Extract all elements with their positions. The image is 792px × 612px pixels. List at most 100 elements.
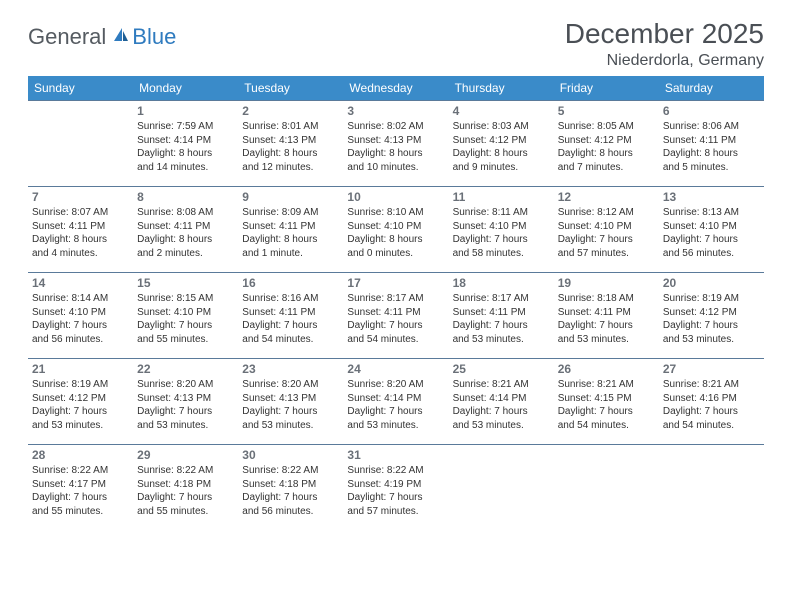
day-info-line: Sunrise: 8:22 AM (347, 464, 444, 478)
calendar-day-cell: 8Sunrise: 8:08 AMSunset: 4:11 PMDaylight… (133, 187, 238, 273)
day-info-line: and 7 minutes. (558, 161, 655, 175)
calendar-week-row: 1 Sunrise: 7:59 AMSunset: 4:14 PMDaylight… (28, 101, 764, 187)
weekday-header: Thursday (449, 76, 554, 101)
brand-blue: Blue (132, 24, 176, 50)
day-info-line: Sunrise: 8:15 AM (137, 292, 234, 306)
day-info-line: Sunset: 4:13 PM (137, 392, 234, 406)
day-info-line: Sunrise: 8:01 AM (242, 120, 339, 134)
day-info-line: Sunset: 4:13 PM (242, 134, 339, 148)
day-info: Sunrise: 8:01 AMSunset: 4:13 PMDaylight:… (242, 120, 339, 174)
day-info-line: Sunset: 4:14 PM (347, 392, 444, 406)
calendar-day-cell: 28Sunrise: 8:22 AMSunset: 4:17 PMDayligh… (28, 445, 133, 531)
weekday-header-row: Sunday Monday Tuesday Wednesday Thursday… (28, 76, 764, 101)
day-info: Sunrise: 8:10 AMSunset: 4:10 PMDaylight:… (347, 206, 444, 260)
weekday-header: Friday (554, 76, 659, 101)
weekday-header: Saturday (659, 76, 764, 101)
day-number: 2 (242, 104, 339, 118)
day-info-line: and 53 minutes. (453, 333, 550, 347)
weekday-header: Wednesday (343, 76, 448, 101)
day-info-line: Sunrise: 8:21 AM (663, 378, 760, 392)
day-number: 26 (558, 362, 655, 376)
day-info-line: and 5 minutes. (663, 161, 760, 175)
day-info-line: and 9 minutes. (453, 161, 550, 175)
calendar-day-cell: 9Sunrise: 8:09 AMSunset: 4:11 PMDaylight… (238, 187, 343, 273)
calendar-week-row: 14Sunrise: 8:14 AMSunset: 4:10 PMDayligh… (28, 273, 764, 359)
location: Niederdorla, Germany (565, 52, 764, 70)
day-number: 25 (453, 362, 550, 376)
day-info: Sunrise: 8:02 AMSunset: 4:13 PMDaylight:… (347, 120, 444, 174)
calendar-body: 1 Sunrise: 7:59 AMSunset: 4:14 PMDaylight… (28, 101, 764, 531)
day-info-line: Daylight: 7 hours (453, 233, 550, 247)
day-info-line: and 56 minutes. (663, 247, 760, 261)
day-info: Sunrise: 8:08 AMSunset: 4:11 PMDaylight:… (137, 206, 234, 260)
day-info-line: Daylight: 8 hours (242, 147, 339, 161)
day-info: Sunrise: 8:05 AMSunset: 4:12 PMDaylight:… (558, 120, 655, 174)
day-info-line: Sunrise: 8:17 AM (347, 292, 444, 306)
day-info-line: Sunset: 4:17 PM (32, 478, 129, 492)
day-info-line: and 57 minutes. (558, 247, 655, 261)
day-info-line: Sunrise: 8:20 AM (137, 378, 234, 392)
calendar-day-cell: 7Sunrise: 8:07 AMSunset: 4:11 PMDaylight… (28, 187, 133, 273)
day-info-line: Sunset: 4:11 PM (32, 220, 129, 234)
calendar-day-cell: 5Sunrise: 8:05 AMSunset: 4:12 PMDaylight… (554, 101, 659, 187)
day-info: Sunrise: 8:22 AMSunset: 4:17 PMDaylight:… (32, 464, 129, 518)
calendar-day-cell: 29Sunrise: 8:22 AMSunset: 4:18 PMDayligh… (133, 445, 238, 531)
day-info-line: Sunrise: 8:22 AM (242, 464, 339, 478)
day-info: Sunrise: 8:09 AMSunset: 4:11 PMDaylight:… (242, 206, 339, 260)
calendar-day-cell: 23Sunrise: 8:20 AMSunset: 4:13 PMDayligh… (238, 359, 343, 445)
day-info-line: and 54 minutes. (242, 333, 339, 347)
day-info-line: Sunset: 4:18 PM (242, 478, 339, 492)
day-info-line: and 53 minutes. (242, 419, 339, 433)
day-info-line: Daylight: 7 hours (558, 405, 655, 419)
day-info-line: Sunset: 4:11 PM (347, 306, 444, 320)
day-number: 10 (347, 190, 444, 204)
day-info-line: Sunrise: 8:22 AM (137, 464, 234, 478)
day-number: 20 (663, 276, 760, 290)
day-info-line: Sunrise: 8:02 AM (347, 120, 444, 134)
calendar-day-cell: 19Sunrise: 8:18 AMSunset: 4:11 PMDayligh… (554, 273, 659, 359)
day-info-line: Daylight: 8 hours (663, 147, 760, 161)
day-info-line: Daylight: 7 hours (453, 319, 550, 333)
day-info-line: Sunset: 4:10 PM (32, 306, 129, 320)
day-number: 1 (137, 104, 234, 118)
day-info-line: Daylight: 7 hours (242, 319, 339, 333)
day-number: 11 (453, 190, 550, 204)
day-info: Sunrise: 8:15 AMSunset: 4:10 PMDaylight:… (137, 292, 234, 346)
day-info: Sunrise: 8:20 AMSunset: 4:14 PMDaylight:… (347, 378, 444, 432)
calendar-day-cell: 25 Sunrise: 8:21 AMSunset: 4:14 PMDayligh… (449, 359, 554, 445)
day-info-line: and 53 minutes. (453, 419, 550, 433)
day-number: 19 (558, 276, 655, 290)
day-info: Sunrise: 8:20 AMSunset: 4:13 PMDaylight:… (242, 378, 339, 432)
day-info-line: Sunset: 4:10 PM (347, 220, 444, 234)
calendar-day-cell: 12Sunrise: 8:12 AMSunset: 4:10 PMDayligh… (554, 187, 659, 273)
day-info: Sunrise: 8:22 AMSunset: 4:19 PMDaylight:… (347, 464, 444, 518)
day-info-line: Sunrise: 8:05 AM (558, 120, 655, 134)
calendar-week-row: 7Sunrise: 8:07 AMSunset: 4:11 PMDaylight… (28, 187, 764, 273)
day-info-line: Sunset: 4:12 PM (558, 134, 655, 148)
day-info: Sunrise: 7:59 AMSunset: 4:14 PMDaylight:… (137, 120, 234, 174)
day-number: 18 (453, 276, 550, 290)
day-info-line: and 53 minutes. (558, 333, 655, 347)
day-info-line: Daylight: 7 hours (347, 491, 444, 505)
day-info-line: Sunrise: 8:03 AM (453, 120, 550, 134)
top-bar: General Blue December 2025 Niederdorla, … (28, 18, 764, 70)
day-info-line: Daylight: 8 hours (347, 233, 444, 247)
day-number: 3 (347, 104, 444, 118)
day-number: 17 (347, 276, 444, 290)
calendar-table: Sunday Monday Tuesday Wednesday Thursday… (28, 76, 764, 531)
day-info-line: and 53 minutes. (137, 419, 234, 433)
brand-logo: General Blue (28, 18, 176, 50)
day-info-line: Daylight: 7 hours (558, 319, 655, 333)
day-info-line: Daylight: 7 hours (242, 491, 339, 505)
day-info-line: Sunset: 4:15 PM (558, 392, 655, 406)
day-info: Sunrise: 8:20 AMSunset: 4:13 PMDaylight:… (137, 378, 234, 432)
day-info-line: Sunset: 4:12 PM (663, 306, 760, 320)
day-info: Sunrise: 8:21 AMSunset: 4:14 PMDaylight:… (453, 378, 550, 432)
day-info-line: and 4 minutes. (32, 247, 129, 261)
day-info-line: Daylight: 7 hours (558, 233, 655, 247)
day-info-line: and 54 minutes. (558, 419, 655, 433)
day-info-line: Sunrise: 8:20 AM (347, 378, 444, 392)
day-info-line: Sunset: 4:12 PM (453, 134, 550, 148)
day-info-line: Sunset: 4:11 PM (558, 306, 655, 320)
day-info: Sunrise: 8:11 AMSunset: 4:10 PMDaylight:… (453, 206, 550, 260)
